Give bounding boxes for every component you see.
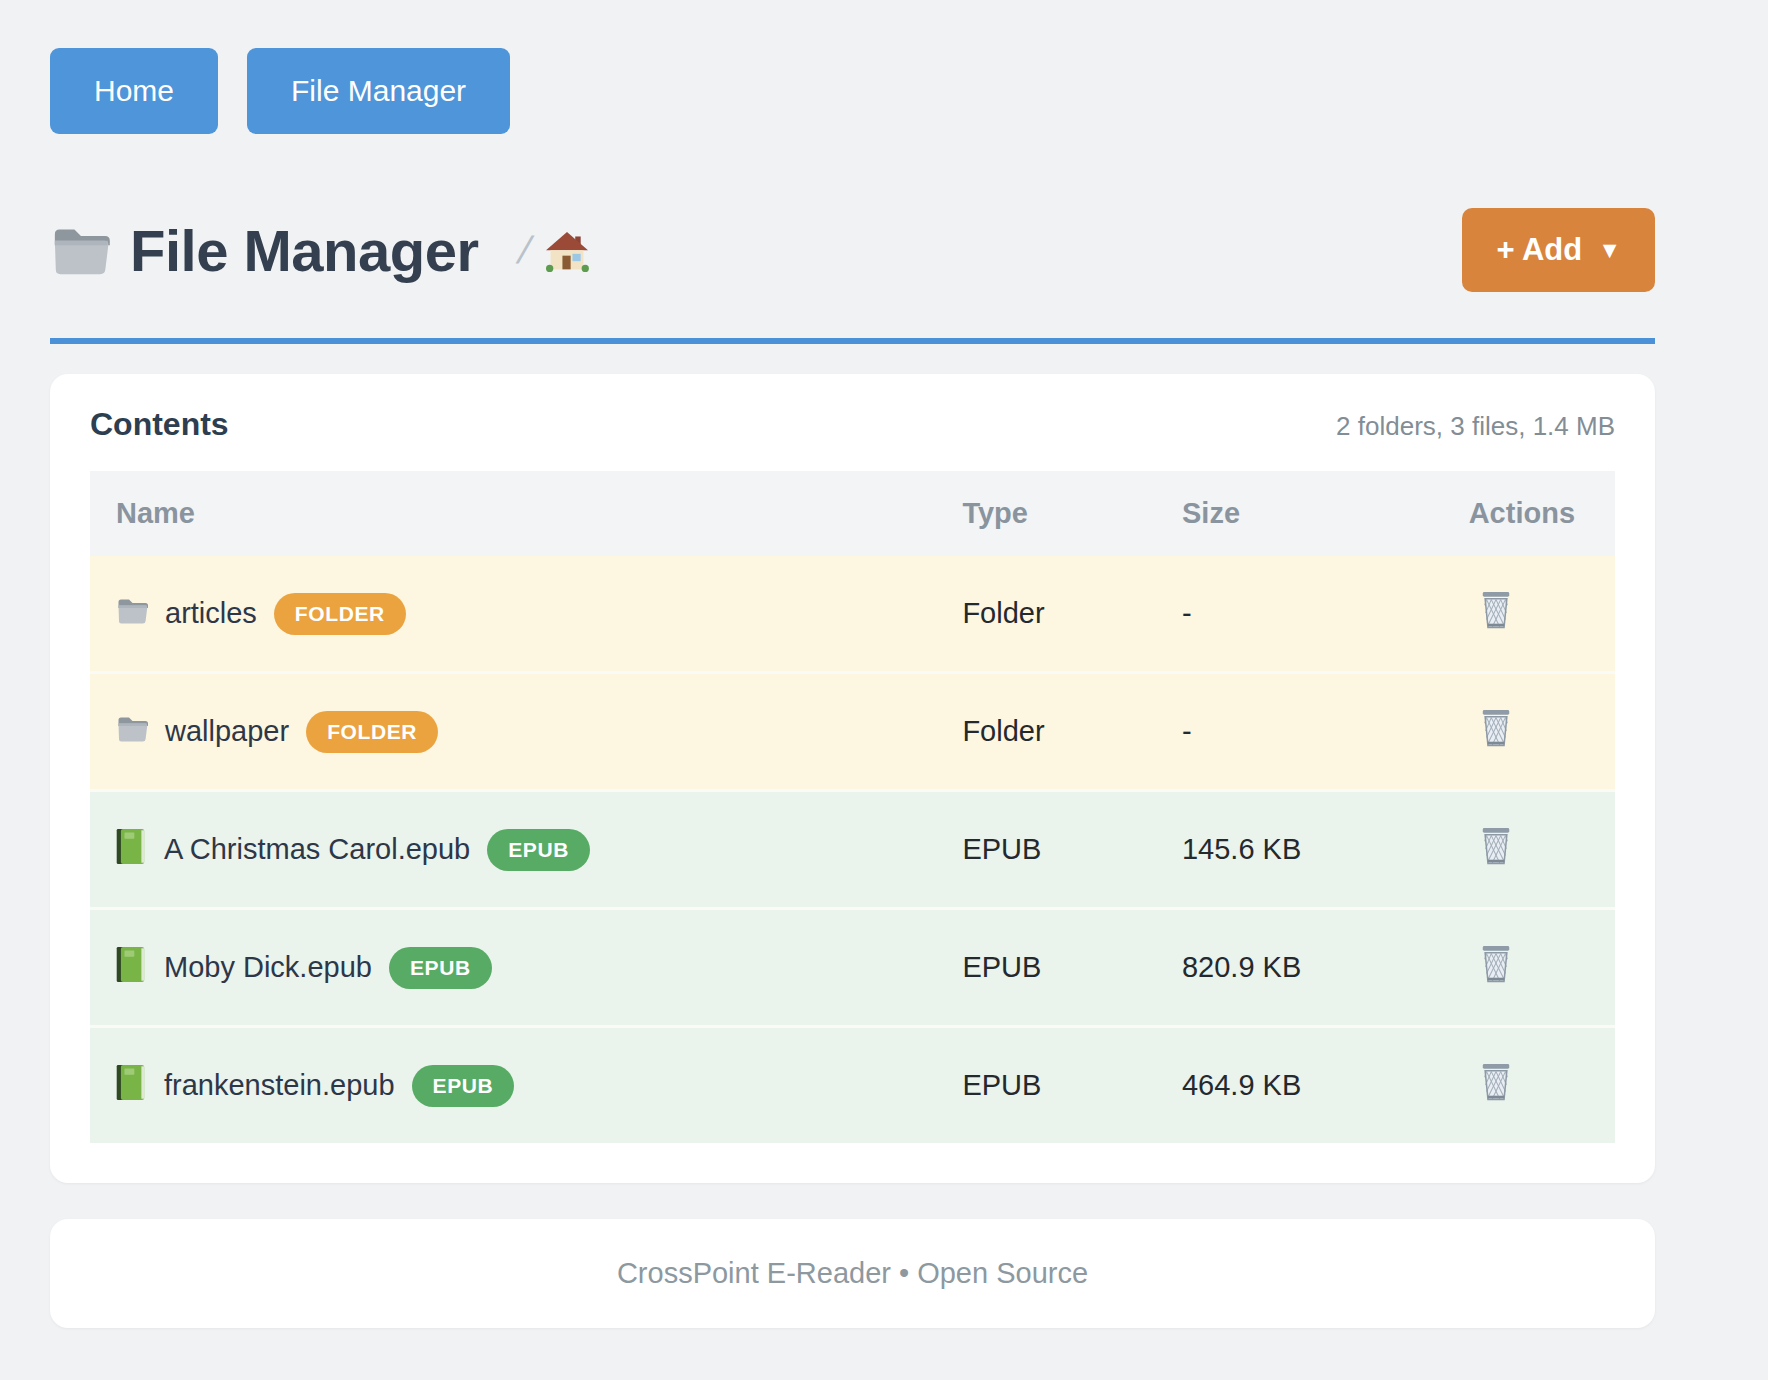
file-name-link[interactable]: wallpaper — [165, 715, 289, 748]
trash-icon — [1479, 826, 1513, 869]
column-header-size: Size — [1156, 471, 1443, 556]
table-row[interactable]: A Christmas Carol.epub EPUB EPUB 145.6 K… — [90, 791, 1615, 909]
type-badge: EPUB — [412, 1065, 515, 1107]
column-header-name: Name — [90, 471, 936, 556]
folder-icon — [116, 714, 148, 750]
size-cell: 820.9 KB — [1156, 909, 1443, 1027]
page-title: File Manager — [130, 217, 479, 284]
table-row[interactable]: articles FOLDER Folder - — [90, 556, 1615, 673]
type-cell: EPUB — [936, 791, 1156, 909]
breadcrumb-separator: / — [516, 229, 531, 272]
header-divider — [50, 338, 1655, 344]
table-row[interactable]: frankenstein.epub EPUB EPUB 464.9 KB — [90, 1027, 1615, 1144]
file-name-link[interactable]: Moby Dick.epub — [164, 951, 372, 984]
top-nav: Home File Manager — [50, 0, 1655, 134]
size-cell: 145.6 KB — [1156, 791, 1443, 909]
add-button-label: + Add — [1496, 232, 1582, 268]
caret-down-icon: ▼ — [1598, 239, 1621, 262]
house-icon[interactable] — [545, 231, 589, 277]
type-badge: EPUB — [487, 829, 590, 871]
page: Home File Manager File Manager / + Add ▼… — [50, 0, 1655, 1328]
type-cell: Folder — [936, 556, 1156, 673]
delete-button[interactable] — [1479, 826, 1513, 869]
contents-header: Contents 2 folders, 3 files, 1.4 MB — [90, 406, 1615, 443]
file-name-link[interactable]: frankenstein.epub — [164, 1069, 395, 1102]
contents-card: Contents 2 folders, 3 files, 1.4 MB Name… — [50, 374, 1655, 1183]
trash-icon — [1479, 708, 1513, 751]
type-cell: Folder — [936, 673, 1156, 791]
type-badge: FOLDER — [306, 711, 438, 753]
column-header-type: Type — [936, 471, 1156, 556]
size-cell: - — [1156, 673, 1443, 791]
table-row[interactable]: Moby Dick.epub EPUB EPUB 820.9 KB — [90, 909, 1615, 1027]
green-book-icon — [116, 946, 147, 990]
table-header-row: Name Type Size Actions — [90, 471, 1615, 556]
footer-text: CrossPoint E-Reader • Open Source — [617, 1257, 1088, 1289]
type-badge: FOLDER — [274, 593, 406, 635]
delete-button[interactable] — [1479, 944, 1513, 987]
trash-icon — [1479, 590, 1513, 633]
add-button[interactable]: + Add ▼ — [1462, 208, 1655, 292]
green-book-icon — [116, 828, 147, 872]
delete-button[interactable] — [1479, 590, 1513, 633]
folder-icon — [50, 223, 110, 281]
footer: CrossPoint E-Reader • Open Source — [50, 1219, 1655, 1328]
contents-heading: Contents — [90, 406, 229, 443]
size-cell: 464.9 KB — [1156, 1027, 1443, 1144]
type-cell: EPUB — [936, 909, 1156, 1027]
delete-button[interactable] — [1479, 708, 1513, 751]
folder-icon — [116, 596, 148, 632]
contents-summary: 2 folders, 3 files, 1.4 MB — [1336, 411, 1615, 442]
file-name-link[interactable]: articles — [165, 597, 257, 630]
size-cell: - — [1156, 556, 1443, 673]
type-badge: EPUB — [389, 947, 492, 989]
table-row[interactable]: wallpaper FOLDER Folder - — [90, 673, 1615, 791]
green-book-icon — [116, 1064, 147, 1108]
file-table: Name Type Size Actions articles FOLDER F… — [90, 471, 1615, 1143]
file-manager-button[interactable]: File Manager — [247, 48, 510, 134]
trash-icon — [1479, 1062, 1513, 1105]
type-cell: EPUB — [936, 1027, 1156, 1144]
home-button[interactable]: Home — [50, 48, 218, 134]
file-name-link[interactable]: A Christmas Carol.epub — [164, 833, 470, 866]
trash-icon — [1479, 944, 1513, 987]
column-header-actions: Actions — [1443, 471, 1615, 556]
delete-button[interactable] — [1479, 1062, 1513, 1105]
page-header: File Manager / + Add ▼ — [50, 208, 1655, 292]
